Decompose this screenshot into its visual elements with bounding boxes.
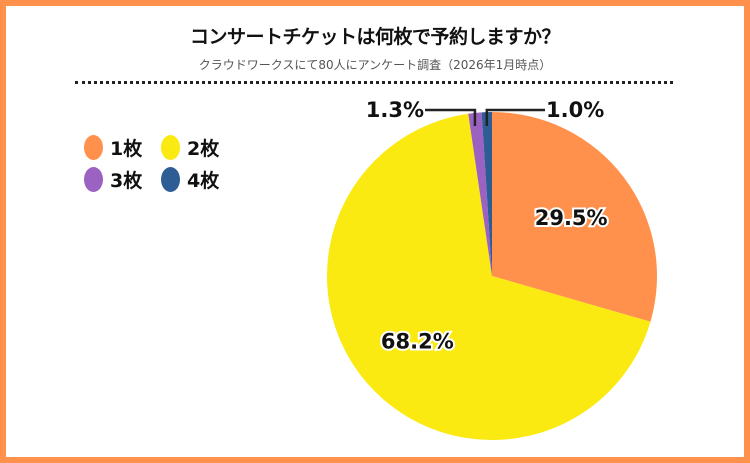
data-label-4: 1.0% bbox=[546, 98, 604, 122]
legend-item-3: 3枚 bbox=[84, 166, 142, 193]
legend-swatch bbox=[84, 167, 103, 192]
legend-swatch bbox=[84, 135, 103, 160]
data-label-2: 68.2% bbox=[381, 330, 454, 354]
pie-slice-2 bbox=[327, 113, 651, 441]
legend-swatch bbox=[161, 135, 180, 160]
legend-item-1: 1枚 bbox=[84, 134, 142, 161]
legend-label: 3枚 bbox=[110, 170, 143, 192]
pie-slice-1 bbox=[492, 112, 657, 322]
legend-item-4: 4枚 bbox=[161, 166, 219, 193]
pie-slice-3 bbox=[468, 112, 492, 277]
dotted-divider bbox=[75, 81, 673, 84]
leader-line-4 bbox=[485, 108, 545, 126]
pie-slice-4 bbox=[481, 112, 492, 276]
legend-label: 1枚 bbox=[110, 138, 143, 160]
legend-label: 2枚 bbox=[187, 138, 220, 160]
data-label-3: 1.3% bbox=[366, 98, 424, 122]
chart-title: コンサートチケットは何枚で予約しますか？ bbox=[189, 26, 561, 48]
legend-item-2: 2枚 bbox=[161, 134, 219, 161]
leader-line-3 bbox=[425, 108, 477, 126]
data-label-1: 29.5% bbox=[535, 206, 608, 230]
legend-label: 4枚 bbox=[187, 170, 220, 192]
chart-subtitle: クラウドワークスにて80人にアンケート調査（2026年1月時点） bbox=[198, 58, 552, 72]
legend-swatch bbox=[161, 167, 180, 192]
